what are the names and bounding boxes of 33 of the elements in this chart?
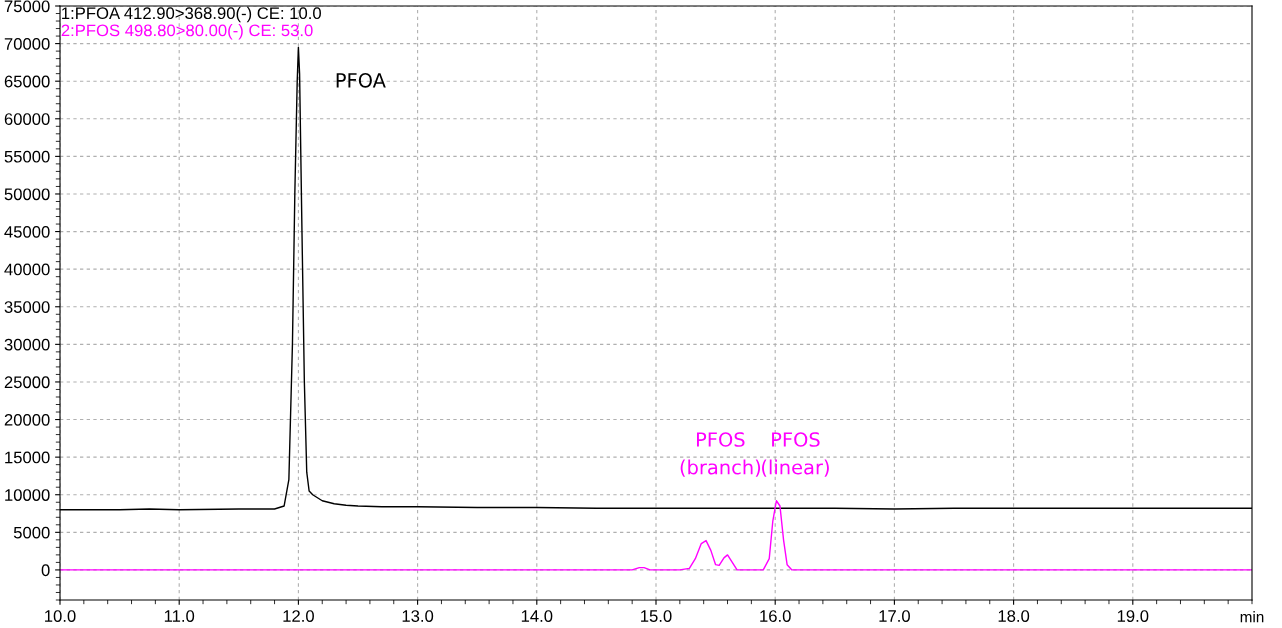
annotation: PFOA — [336, 72, 386, 88]
y-tick-label: 55000 — [4, 150, 50, 163]
x-tick-label: 19.0 — [1117, 610, 1149, 622]
y-tick-label: 25000 — [4, 376, 50, 389]
y-tick-label: 10000 — [5, 489, 50, 501]
y-tick-label: 70000 — [4, 38, 50, 50]
x-tick-label: 17.0 — [879, 610, 910, 622]
y-tick-label: 20000 — [4, 413, 50, 426]
annotation: PFOS (branch) — [680, 432, 761, 477]
x-tick-label: 14.0 — [521, 610, 553, 622]
y-tick-label: 50000 — [4, 188, 50, 201]
x-tick-label: 15.0 — [641, 610, 672, 622]
x-tick-label: 16.0 — [760, 610, 791, 622]
x-tick-label: 13.0 — [402, 610, 434, 622]
x-tick-label: 18.0 — [998, 610, 1030, 622]
y-tick-label: 30000 — [4, 338, 50, 351]
y-tick-label: 40000 — [4, 263, 50, 276]
x-axis-title: min — [1240, 611, 1264, 623]
y-tick-label: 0 — [41, 564, 50, 577]
y-tick-label: 60000 — [4, 113, 50, 125]
y-tick-label: 15000 — [5, 451, 50, 464]
y-tick-label: 5000 — [13, 526, 50, 539]
x-tick-label: 11.0 — [164, 610, 195, 622]
y-tick-label: 65000 — [4, 75, 50, 88]
annotation: PFOS (linear) — [762, 432, 829, 477]
y-tick-label: 75000 — [4, 0, 50, 13]
text: 1:PFOA 412.90>368.90(-) CE: 10.0 — [62, 6, 321, 23]
y-tick-label: 45000 — [4, 225, 50, 238]
text: 2:PFOS 498.80>80.00(-) CE: 53.0 — [61, 24, 313, 40]
y-tick-label: 35000 — [4, 301, 50, 313]
line-series — [60, 500, 1252, 571]
x-tick-label: 12.0 — [283, 610, 314, 622]
x-tick-label: 10.0 — [45, 610, 76, 622]
